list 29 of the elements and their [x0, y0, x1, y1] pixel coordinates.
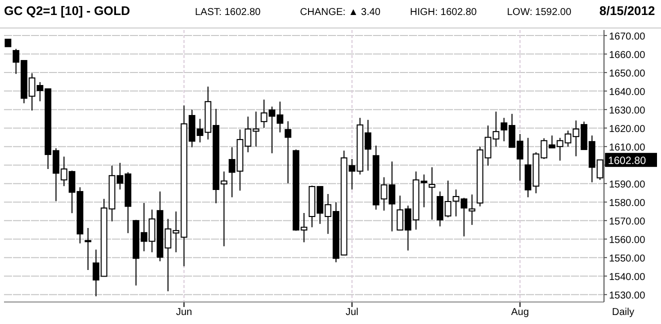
text: Daily [612, 307, 634, 318]
y-tick-label: 1670.00 [609, 32, 646, 43]
y-tick-label: 1590.00 [609, 180, 646, 191]
x-tick-label: Jul [346, 307, 358, 318]
text: 1602.80 [608, 154, 646, 167]
candlestick [84, 227, 92, 270]
candlestick [468, 194, 476, 226]
y-tick-label: 1610.00 [609, 142, 646, 154]
text: HIGH: 1602.80 [410, 7, 478, 18]
text: 8/15/2012 [599, 4, 656, 18]
text: LOW: 1592.00 [507, 7, 572, 18]
chart-title: GC Q2=1 [10] - GOLD [4, 4, 130, 18]
y-tick-label: 1530.00 [609, 290, 646, 302]
text: LAST: 1602.80 [195, 7, 262, 18]
candlestick [428, 166, 436, 220]
y-tick-label: 1650.00 [609, 68, 646, 80]
y-tick-label: 1630.00 [609, 106, 646, 117]
y-tick-label: 1620.00 [609, 124, 646, 136]
x-tick-label: Jun [176, 307, 192, 318]
y-tick-label: 1550.00 [609, 254, 646, 265]
text: CHANGE: ▲ 3.40 [300, 7, 381, 18]
y-tick-label: 1570.00 [609, 216, 646, 228]
y-tick-label: 1540.00 [609, 272, 646, 284]
y-tick-label: 1580.00 [609, 198, 646, 210]
x-tick-label: Aug [511, 307, 529, 318]
y-tick-label: 1640.00 [609, 87, 646, 98]
y-tick-label: 1660.00 [609, 50, 646, 62]
candlestick [284, 120, 292, 184]
y-tick-label: 1560.00 [609, 235, 646, 246]
